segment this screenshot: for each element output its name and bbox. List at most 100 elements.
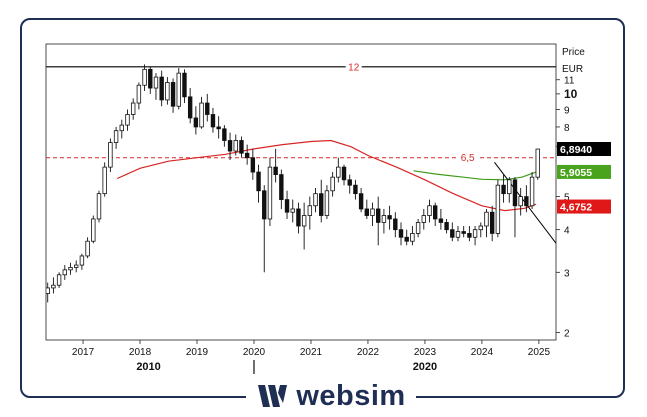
candle-down: [364, 208, 370, 216]
y-tick-label: 8: [564, 123, 570, 134]
candle-down: [284, 199, 290, 213]
candle-up: [113, 130, 119, 143]
candle-up: [421, 215, 426, 223]
reference-line-label: 6,5: [461, 153, 475, 164]
candle-up: [427, 205, 432, 216]
candle-down: [250, 157, 256, 173]
candle-up: [472, 229, 478, 238]
reference-line-label-bg: [456, 151, 479, 163]
candle-up: [290, 208, 295, 213]
candle-down: [273, 166, 278, 176]
candle-down: [296, 208, 301, 227]
decade-label: 2010: [136, 361, 160, 373]
price-badge: [557, 164, 611, 179]
candle-up: [535, 148, 540, 178]
candle-up: [142, 68, 147, 86]
y-tick-label: 3: [564, 268, 570, 279]
candle-up: [307, 205, 313, 216]
candle-down: [461, 231, 466, 234]
candle-down: [279, 174, 284, 200]
candle-up: [153, 76, 159, 89]
x-tick-label: 2022: [357, 347, 380, 358]
candle-down: [227, 140, 233, 152]
y-tick-label: 10: [564, 87, 578, 101]
candle-up: [324, 190, 330, 216]
candle-down: [205, 102, 210, 115]
y-axis-unit: EUR: [562, 64, 583, 75]
candle-down: [404, 236, 409, 242]
candle-up: [518, 196, 523, 207]
price-badge: [557, 141, 611, 156]
price-badge-label: 5,9055: [560, 167, 592, 179]
candle-down: [353, 184, 358, 195]
candle-up: [313, 193, 318, 207]
websim-logo: websim: [246, 379, 416, 413]
candle-up: [301, 215, 307, 227]
candle-down: [393, 218, 398, 231]
candle-up: [91, 218, 96, 242]
y-tick-label: 2: [564, 328, 570, 339]
candle-down: [193, 117, 199, 128]
candle-up: [484, 211, 489, 227]
candle-up: [46, 287, 50, 294]
candle-down: [262, 190, 267, 220]
websim-mark-icon: [258, 385, 288, 407]
x-tick-label: 2017: [72, 347, 95, 358]
candle-down: [239, 140, 244, 154]
candle-up: [68, 267, 73, 271]
candle-down: [341, 166, 347, 181]
moving-average-short-line: [413, 170, 537, 181]
candle-down: [524, 196, 529, 207]
decade-label: 2020: [413, 361, 437, 373]
candle-down: [376, 208, 381, 223]
x-tick-label: 2020: [243, 347, 266, 358]
candle-down: [467, 233, 472, 238]
x-tick-label: 2021: [300, 347, 323, 358]
candle-up: [108, 142, 113, 168]
candle-up: [381, 215, 387, 223]
candle-down: [148, 68, 153, 89]
candle-down: [358, 193, 364, 210]
candle-up: [125, 114, 130, 126]
y-tick-label: 9: [564, 105, 570, 116]
reference-line-label: 12: [348, 62, 360, 73]
candle-down: [182, 72, 187, 98]
candle-up: [495, 184, 501, 234]
candle-up: [119, 124, 124, 132]
candle-up: [267, 166, 273, 220]
price-badge-label: 4,6752: [560, 202, 592, 214]
candle-down: [438, 218, 444, 223]
candle-down: [450, 229, 455, 238]
candle-down: [244, 152, 250, 159]
candle-up: [330, 176, 335, 192]
candle-up: [96, 193, 102, 220]
candle-down: [444, 222, 449, 231]
candle-down: [216, 126, 221, 130]
candle-down: [170, 82, 176, 107]
candle-down: [256, 171, 261, 192]
candle-up: [62, 269, 68, 276]
candle-up: [199, 102, 204, 128]
candle-up: [130, 102, 136, 115]
candle-up: [529, 176, 535, 207]
candle-up: [102, 166, 107, 195]
candle-down: [489, 211, 495, 234]
candle-down: [432, 205, 438, 220]
candle-down: [387, 215, 392, 220]
price-badge-label: 6,8940: [560, 144, 592, 156]
candle-up: [165, 82, 170, 101]
x-tick-label: 2025: [528, 347, 551, 358]
price-badge: [557, 199, 611, 214]
y-tick-label: 11: [564, 76, 575, 87]
candle-up: [56, 274, 62, 286]
candle-up: [370, 208, 375, 216]
x-tick-label: 2024: [471, 347, 494, 358]
candle-down: [347, 179, 352, 186]
candle-up: [336, 166, 341, 178]
candle-up: [410, 233, 415, 242]
x-tick-label: 2018: [129, 347, 152, 358]
candle-down: [501, 184, 506, 195]
candle-up: [74, 264, 79, 268]
y-tick-label: 5: [564, 193, 570, 204]
plot-area: [45, 43, 557, 341]
